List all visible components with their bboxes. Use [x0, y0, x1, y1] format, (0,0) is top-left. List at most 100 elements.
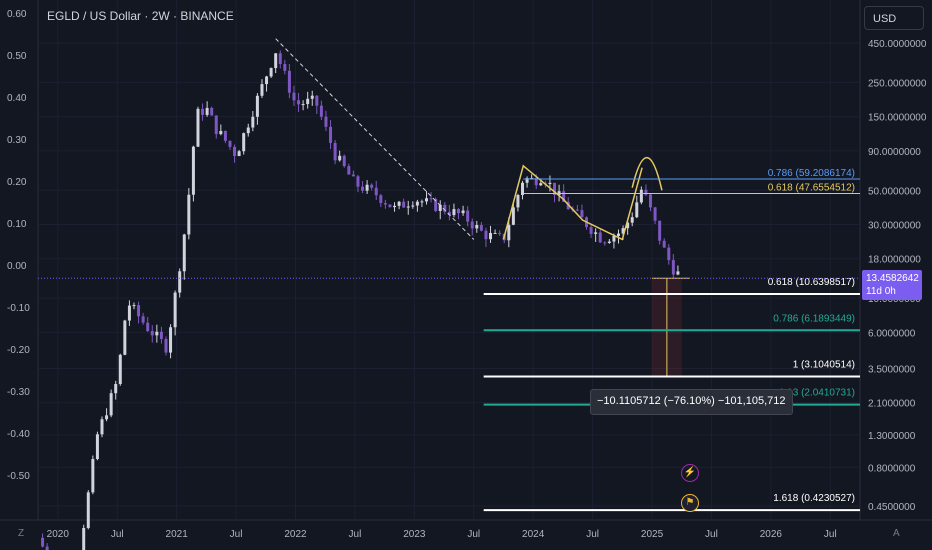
left-tick-label: 0.40 — [7, 93, 27, 104]
flag-icon[interactable]: ⚑ — [681, 494, 699, 512]
candle-body — [562, 191, 566, 202]
price-tick-label: 30.0000000 — [868, 221, 921, 232]
candle-body — [233, 146, 237, 157]
candle-body — [324, 116, 328, 127]
price-tick-label: 6.0000000 — [868, 328, 916, 339]
time-tick-label: Jul — [111, 529, 124, 540]
candle-body — [274, 53, 278, 69]
time-tick-label: 2021 — [166, 529, 189, 540]
candle-body — [461, 210, 465, 214]
left-tick-label: -0.40 — [7, 429, 30, 440]
candle-body — [621, 228, 625, 234]
candle-body — [635, 202, 639, 218]
candle-body — [397, 201, 401, 206]
candle-body — [315, 95, 319, 106]
candle-body — [278, 53, 282, 64]
candle-body — [164, 338, 168, 353]
candle-body — [388, 204, 392, 208]
candle-body — [105, 415, 109, 420]
candle-body — [283, 63, 287, 71]
last-price: 13.4582642 — [866, 273, 919, 284]
chart-title[interactable]: EGLD / US Dollar · 2W · BINANCE — [47, 9, 234, 23]
price-tick-label: 18.0000000 — [868, 255, 921, 266]
candle-body — [155, 331, 159, 336]
candle-body — [662, 240, 666, 248]
candle-body — [319, 105, 323, 117]
candle-body — [525, 178, 529, 183]
candle-body — [365, 184, 369, 191]
left-tick-label: 0.30 — [7, 135, 27, 146]
candle-body — [484, 230, 488, 240]
candle-body — [493, 232, 497, 234]
candle-body — [639, 189, 643, 203]
candle-body — [653, 207, 657, 221]
candle-body — [667, 247, 671, 261]
candle-body — [82, 527, 86, 550]
left-tick-label: -0.30 — [7, 387, 30, 398]
last-price-tag: 13.4582642 11d 0h — [862, 270, 922, 300]
candle-body — [452, 209, 456, 216]
candle-body — [191, 146, 195, 195]
lightning-icon[interactable]: ⚡ — [681, 464, 699, 482]
price-tick-label: 50.0000000 — [868, 186, 921, 197]
candle-body — [411, 205, 415, 207]
candle-body — [205, 107, 209, 115]
candle-body — [210, 107, 214, 116]
fib-lower-label: 1.618 (0.4230527) — [773, 493, 855, 504]
time-tick-label: Jul — [824, 529, 837, 540]
candle-body — [589, 227, 593, 234]
timezone-button[interactable]: Z — [18, 528, 25, 539]
candle-body — [507, 224, 511, 241]
candle-body — [150, 331, 154, 336]
left-tick-label: 0.60 — [7, 9, 27, 20]
candle-body — [457, 209, 461, 214]
candle-body — [196, 108, 200, 147]
time-tick-label: 2020 — [47, 529, 70, 540]
candle-body — [553, 182, 557, 196]
candle-body — [246, 127, 250, 134]
left-tick-label: 0.20 — [7, 177, 27, 188]
candle-body — [187, 194, 191, 235]
fib-lower-label: 0.786 (6.1893449) — [773, 313, 855, 324]
candle-body — [361, 186, 365, 191]
time-tick-label: Jul — [349, 529, 362, 540]
price-tick-label: 0.8000000 — [868, 463, 916, 474]
time-tick-label: Jul — [230, 529, 243, 540]
candle-body — [265, 76, 269, 85]
price-tick-label: 90.0000000 — [868, 147, 921, 158]
candle-body — [676, 271, 680, 275]
candle-body — [539, 183, 543, 186]
candle-body — [466, 210, 470, 222]
left-tick-label: 0.00 — [7, 261, 27, 272]
candle-body — [201, 108, 205, 115]
time-tick-label: Jul — [586, 529, 599, 540]
candle-body — [228, 140, 232, 147]
currency-selector[interactable]: USD — [864, 6, 924, 30]
candle-body — [580, 210, 584, 218]
candle-body — [658, 220, 662, 241]
auto-scale-button[interactable]: A — [893, 528, 900, 539]
fib-upper-label: 0.618 (47.6554512) — [768, 182, 855, 193]
fib-upper-label: 0.786 (59.2086174) — [768, 168, 855, 179]
candle-body — [598, 232, 602, 243]
price-tick-label: 0.4500000 — [868, 502, 916, 513]
candle-body — [511, 207, 515, 225]
candle-body — [406, 206, 410, 208]
time-tick-label: 2022 — [284, 529, 307, 540]
bar-countdown: 11d 0h — [866, 286, 896, 297]
candle-body — [402, 201, 406, 208]
candle-body — [479, 225, 483, 231]
candle-body — [626, 222, 630, 229]
candle-body — [447, 211, 451, 216]
candle-body — [470, 221, 474, 229]
candle-body — [91, 459, 95, 493]
price-tick-label: 450.0000000 — [868, 39, 927, 50]
candle-body — [146, 322, 150, 332]
candle-body — [173, 292, 177, 328]
candle-body — [287, 70, 291, 93]
candle-body — [603, 242, 607, 244]
candle-body — [118, 354, 122, 385]
candle-body — [649, 194, 653, 208]
